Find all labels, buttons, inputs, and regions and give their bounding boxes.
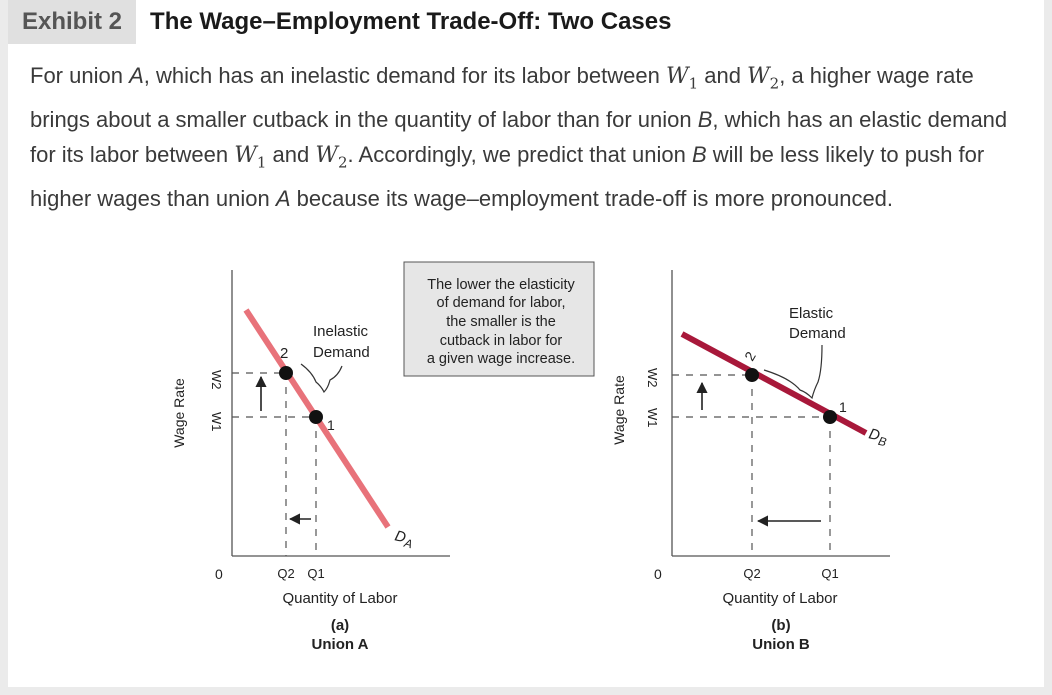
- chart-panel-a: 2 1 Inelastic Demand DA W2 W1 Wage Rate …: [171, 270, 450, 653]
- caption-text: , which has an elastic demand for its la…: [30, 106, 1008, 168]
- caption-union-b: B: [691, 142, 707, 168]
- guide-lines-b: [672, 374, 831, 556]
- demand-curve-b: [680, 331, 868, 436]
- caption-union-a: A: [129, 63, 144, 88]
- origin-label-a: 0: [215, 566, 223, 582]
- caption-text: and: [266, 142, 316, 168]
- caption-text: , which has an inelastic demand for its …: [143, 63, 666, 88]
- caption-text: because its wage–employment trade-off is…: [290, 186, 894, 212]
- exhibit-header: Exhibit 2 The Wage–Employment Trade-Off:…: [8, 0, 671, 44]
- panel-letter-b: (b): [771, 617, 790, 634]
- x-axis-label-b: Quantity of Labor: [722, 590, 837, 607]
- guide-lines-a: [232, 372, 317, 556]
- annotation-inelastic: Inelastic: [313, 323, 369, 340]
- y-tick-w1-b: W1: [645, 408, 660, 428]
- caption-w2: W2: [315, 143, 348, 172]
- point-2-a: [279, 366, 293, 380]
- exhibit-label: Exhibit 2: [8, 0, 137, 44]
- x-tick-q1-b: Q1: [821, 566, 838, 581]
- y-axis-label-b: Wage Rate: [611, 375, 627, 445]
- callout-line-4: cutback in labor for: [440, 333, 563, 349]
- elasticity-callout: The lower the elasticity of demand for l…: [403, 261, 595, 377]
- annotation-demand-a: Demand: [313, 344, 370, 361]
- chart-panel-b: 2 1 Elastic Demand DB W2 W1 Wage Rate 0 …: [611, 270, 890, 653]
- caption-text: . Accordingly, we predict that union: [347, 142, 692, 168]
- callout-line-5: a given wage increase.: [427, 351, 575, 367]
- x-tick-q1-a: Q1: [307, 566, 324, 581]
- caption-union-a: A: [275, 186, 291, 212]
- caption-union-b: B: [697, 106, 713, 132]
- caption-w2: W2: [747, 64, 780, 93]
- caption-w1: W1: [665, 64, 699, 93]
- callout-line-1: The lower the elasticity: [427, 277, 575, 293]
- annotation-bracket-a: [300, 363, 343, 394]
- caption-text: and: [698, 63, 748, 88]
- annotation-bracket-b: [763, 344, 823, 400]
- point-label-2-b: 2: [741, 349, 759, 364]
- exhibit-caption: For union A, which has an inelastic dema…: [30, 58, 1020, 217]
- annotation-demand-b: Demand: [789, 325, 846, 342]
- annotation-elastic: Elastic: [789, 305, 834, 322]
- x-axis-label-a: Quantity of Labor: [282, 590, 397, 607]
- y-tick-w1-a: W1: [209, 412, 224, 432]
- point-label-2-a: 2: [280, 345, 288, 362]
- panel-name-a: Union A: [312, 636, 369, 653]
- point-label-1-b: 1: [839, 399, 847, 415]
- point-2-b: [745, 368, 759, 382]
- point-label-1-a: 1: [327, 417, 335, 433]
- panel-name-b: Union B: [752, 636, 810, 653]
- y-axis-label-a: Wage Rate: [171, 378, 187, 448]
- callout-box: [403, 261, 595, 377]
- curve-label-a: DA: [392, 527, 415, 551]
- caption-text: , a higher wage rate brings about a smal…: [30, 63, 974, 132]
- point-1-b: [823, 410, 837, 424]
- caption-text: For union: [30, 63, 130, 88]
- curve-label-b: DB: [866, 425, 889, 449]
- y-tick-w2-b: W2: [645, 368, 660, 388]
- callout-line-3: the smaller is the: [446, 314, 556, 330]
- caption-w1: W1: [234, 143, 267, 172]
- callout-line-2: of demand for labor,: [437, 295, 566, 311]
- x-tick-q2-a: Q2: [277, 566, 294, 581]
- panel-letter-a: (a): [331, 617, 349, 634]
- y-tick-w2-a: W2: [209, 370, 224, 390]
- point-1-a: [309, 410, 323, 424]
- exhibit-title: The Wage–Employment Trade-Off: Two Cases: [150, 8, 672, 35]
- origin-label-b: 0: [654, 566, 662, 582]
- caption-text: will be less likely to push for higher w…: [30, 142, 985, 212]
- x-tick-q2-b: Q2: [743, 566, 760, 581]
